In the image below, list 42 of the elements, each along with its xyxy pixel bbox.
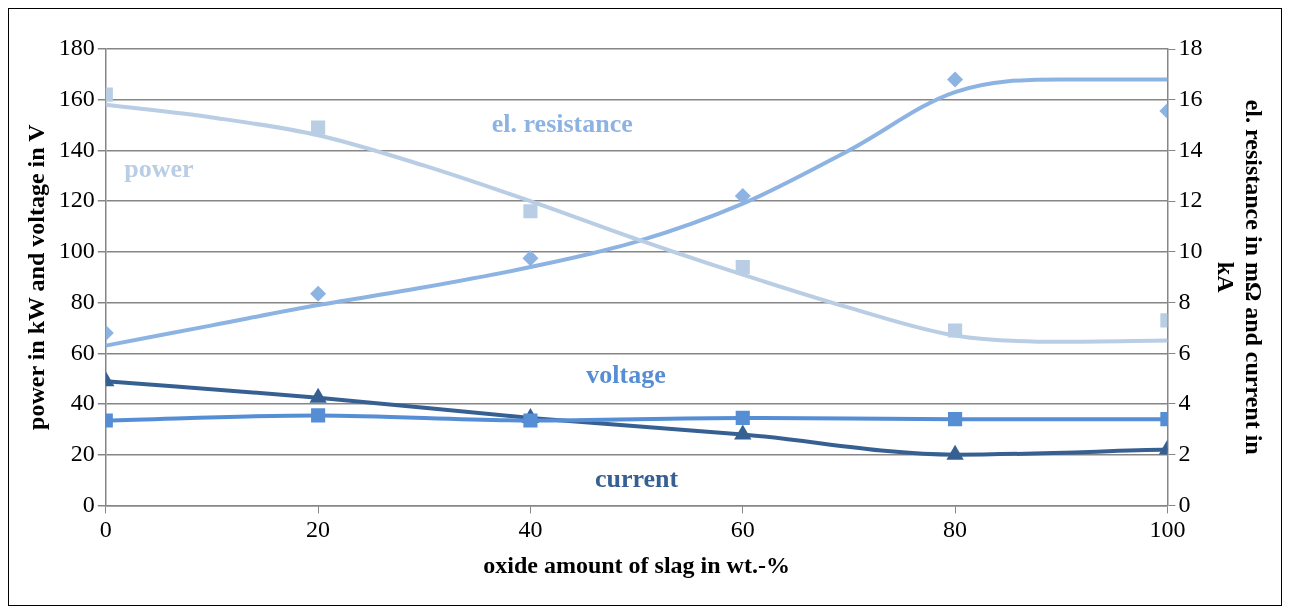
y2-tick-label: 2: [1178, 439, 1191, 466]
series-label: voltage: [586, 359, 666, 389]
point: [522, 250, 539, 267]
y-tick-label: 0: [82, 490, 95, 517]
y2-tick-label: 10: [1178, 237, 1203, 264]
y2-tick-label: 0: [1178, 490, 1191, 517]
x-tick-label: 20: [306, 516, 331, 543]
point: [523, 413, 538, 428]
x-tick-label: 60: [730, 516, 755, 543]
text: power: [124, 154, 194, 184]
y2-tick-label: 18: [1178, 34, 1203, 61]
x-axis-title: oxide amount of slag in wt.-%: [483, 551, 790, 578]
y2-tick-label: 12: [1178, 186, 1203, 213]
point: [734, 424, 752, 440]
point: [735, 259, 750, 275]
y-tick-label: 20: [70, 439, 95, 466]
point: [311, 120, 326, 135]
y-tick-label: 80: [70, 287, 95, 314]
x-tick-label: 80: [943, 516, 968, 543]
y-tick-label: 120: [58, 186, 95, 213]
y2-tick-label: 4: [1178, 389, 1191, 416]
y2-tick-label: 8: [1178, 287, 1191, 314]
point: [735, 410, 750, 425]
y-tick-label: 160: [58, 85, 95, 112]
y2-tick-label: 16: [1178, 85, 1203, 112]
x-tick-label: 0: [99, 516, 112, 543]
x-tick-label: 100: [1149, 516, 1186, 543]
y-tick-label: 140: [58, 135, 95, 162]
point: [523, 204, 538, 219]
y2-tick-label: 14: [1178, 135, 1203, 162]
text: el. resistance: [491, 108, 633, 138]
y2-tick-label: 6: [1178, 338, 1191, 365]
x-tick-label: 40: [518, 516, 543, 543]
y-tick-label: 100: [58, 237, 95, 264]
point: [311, 408, 326, 423]
y-tick-label: 180: [58, 34, 95, 61]
y-axis-title: power in kW and voltage in V: [22, 123, 49, 430]
y-tick-label: 60: [70, 338, 95, 365]
y-tick-label: 40: [70, 389, 95, 416]
y2-axis-title: el. resistance in mΩ and current in kA: [1212, 99, 1268, 455]
series-label: current: [594, 463, 679, 493]
point: [310, 285, 327, 302]
